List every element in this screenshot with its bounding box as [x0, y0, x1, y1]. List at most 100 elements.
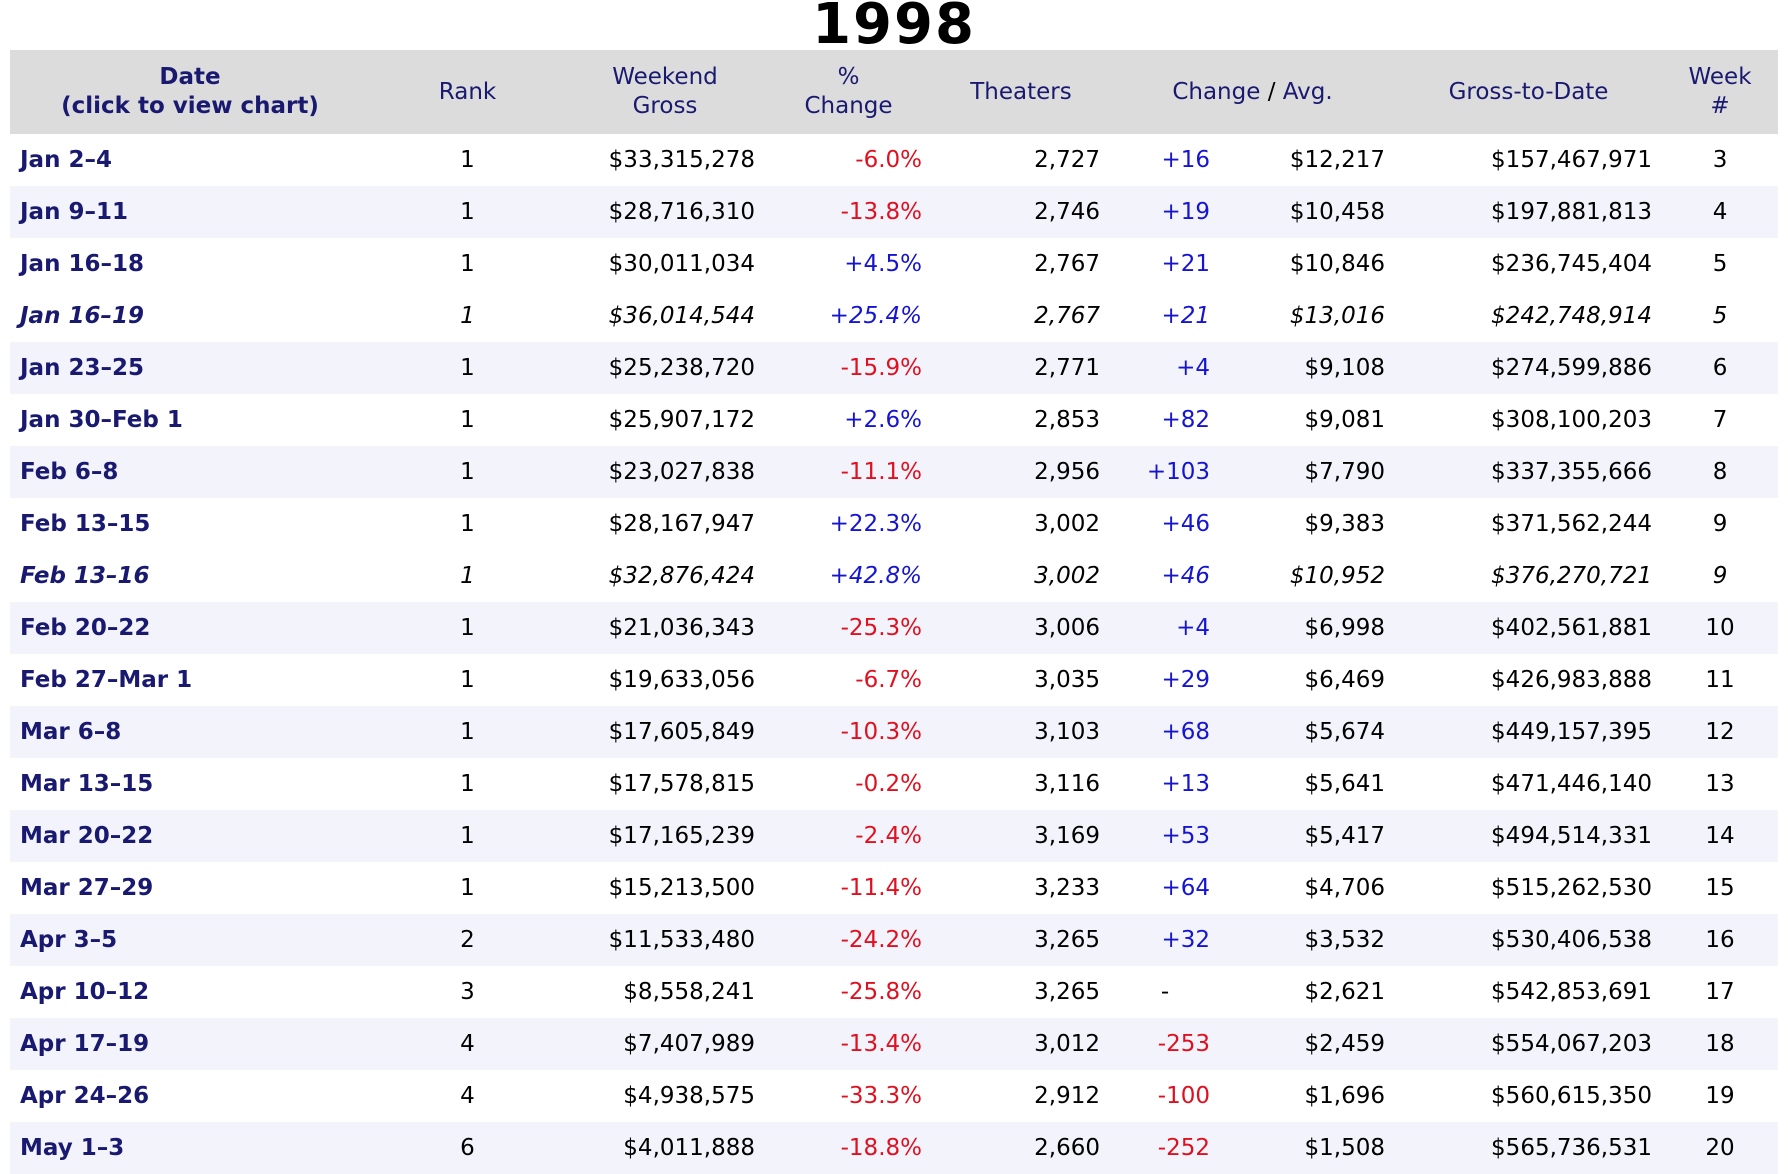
pct-change-cell: -18.8%	[840, 1135, 922, 1161]
pct-change-cell: -2.4%	[855, 823, 922, 849]
theater-change-cell: +19	[1161, 199, 1210, 225]
gross-to-date-cell: $376,270,721	[1491, 563, 1653, 589]
avg-cell: $5,674	[1304, 719, 1386, 745]
rank-cell: 6	[460, 1135, 475, 1161]
table-row: Feb 6–8 1 $23,027,838 -11.1% 2,956 +103 $7,790…	[10, 446, 1779, 498]
theaters-cell: 2,912	[1034, 1083, 1100, 1109]
pct-change-cell: +42.8%	[829, 563, 922, 589]
weekend-gross-cell: $36,014,544	[608, 303, 755, 329]
table-row: Mar 20–22 1 $17,165,239 -2.4% 3,169 +53 $5,417…	[10, 810, 1779, 862]
date-link[interactable]: Jan 9–11	[20, 199, 128, 225]
week-number-cell: 7	[1712, 407, 1728, 433]
table-row: Jan 16–19 1 $36,014,544 +25.4% 2,767 +21 $13,0…	[10, 290, 1778, 342]
date-link[interactable]: Feb 6–8	[20, 459, 119, 485]
pct-change-cell: -11.1%	[840, 459, 922, 485]
weekend-gross-cell: $28,167,947	[608, 511, 755, 537]
theater-change-cell: +53	[1161, 823, 1210, 849]
theaters-cell: 3,169	[1034, 823, 1100, 849]
date-link[interactable]: Jan 16–18	[20, 251, 144, 277]
date-cell: Jan 30–Feb 1	[10, 394, 370, 446]
header-row: Date (click to view chart) Rank Weekend …	[10, 50, 1779, 134]
avg-cell: $9,383	[1304, 511, 1386, 537]
theater-change-cell: -253	[1157, 1031, 1210, 1057]
gross-to-date-cell: $449,157,395	[1491, 719, 1653, 745]
date-link[interactable]: Feb 13–16	[20, 563, 150, 589]
theaters-cell: 3,233	[1034, 875, 1100, 901]
rank-cell: 1	[460, 667, 475, 693]
pct-change-cell: -33.3%	[840, 1083, 922, 1109]
weekend-gross-cell: $25,238,720	[608, 355, 755, 381]
theater-change-cell: +13	[1161, 771, 1210, 797]
col-header-pct-change: % Change	[765, 50, 932, 134]
date-link[interactable]: Mar 27–29	[20, 875, 154, 901]
week-number-cell: 5	[1712, 303, 1728, 329]
rank-cell: 2	[460, 927, 475, 953]
date-link[interactable]: Mar 13–15	[20, 771, 154, 797]
theater-change-cell: +46	[1161, 511, 1210, 537]
pct-change-cell: -11.4%	[840, 875, 922, 901]
theater-change-cell: +46	[1161, 563, 1210, 589]
date-link[interactable]: Jan 23–25	[20, 355, 144, 381]
pct-change-cell: -25.3%	[840, 615, 922, 641]
date-link[interactable]: Jan 30–Feb 1	[20, 407, 183, 433]
week-number-cell: 18	[1705, 1031, 1735, 1057]
avg-cell: $5,641	[1304, 771, 1386, 797]
rank-cell: 1	[460, 407, 475, 433]
week-number-cell: 6	[1712, 355, 1728, 381]
date-link[interactable]: Apr 10–12	[20, 979, 150, 1005]
date-link[interactable]: Jan 2–4	[20, 147, 112, 173]
gross-to-date-cell: $337,355,666	[1491, 459, 1653, 485]
date-cell: Apr 24–26	[10, 1070, 370, 1122]
table-row: Apr 10–12 3 $8,558,241 -25.8% 3,265 - $2,621 $5…	[10, 966, 1778, 1018]
date-cell: Feb 27–Mar 1	[10, 654, 370, 706]
date-link[interactable]: Apr 17–19	[20, 1031, 150, 1057]
date-cell: Mar 13–15	[10, 758, 370, 810]
theaters-cell: 2,771	[1034, 355, 1100, 381]
date-link[interactable]: Apr 3–5	[20, 927, 118, 953]
date-cell: Apr 10–12	[10, 966, 370, 1018]
date-link[interactable]: Mar 20–22	[20, 823, 154, 849]
table-row: Feb 13–16 1 $32,876,424 +42.8% 3,002 +46 $10,9…	[10, 550, 1778, 602]
table-row: Feb 13–15 1 $28,167,947 +22.3% 3,002 +46 $9,38…	[10, 498, 1778, 550]
weekend-gross-cell: $11,533,480	[608, 927, 755, 953]
rank-cell: 1	[460, 875, 475, 901]
date-link[interactable]: Feb 13–15	[20, 511, 151, 537]
theater-change-cell: +16	[1161, 147, 1210, 173]
date-link[interactable]: Mar 6–8	[20, 719, 122, 745]
weekend-gross-cell: $33,315,278	[608, 147, 755, 173]
gross-to-date-cell: $426,983,888	[1491, 667, 1653, 693]
theater-change-cell: +103	[1146, 459, 1210, 485]
theaters-cell: 2,767	[1034, 251, 1100, 277]
week-number-cell: 13	[1705, 771, 1735, 797]
date-link[interactable]: Apr 24–26	[20, 1083, 150, 1109]
avg-cell: $3,532	[1304, 927, 1386, 953]
table-row: Jan 16–18 1 $30,011,034 +4.5% 2,767 +21 $10,84…	[10, 238, 1778, 290]
rank-cell: 1	[460, 147, 475, 173]
date-link[interactable]: May 1–3	[20, 1135, 125, 1161]
rank-cell: 1	[460, 511, 475, 537]
avg-cell: $1,508	[1304, 1135, 1386, 1161]
pct-change-cell: +25.4%	[829, 303, 922, 329]
table-row: Apr 24–26 4 $4,938,575 -33.3% 2,912 -100 $1,69…	[10, 1070, 1778, 1122]
gross-to-date-cell: $515,262,530	[1491, 875, 1653, 901]
theaters-cell: 3,265	[1034, 927, 1100, 953]
gross-to-date-cell: $157,467,971	[1491, 147, 1653, 173]
theater-change-cell: +68	[1161, 719, 1210, 745]
weekend-gross-cell: $17,165,239	[608, 823, 755, 849]
week-number-cell: 17	[1705, 979, 1735, 1005]
pct-change-cell: -15.9%	[840, 355, 922, 381]
week-number-cell: 9	[1712, 563, 1728, 589]
theater-change-cell: +64	[1161, 875, 1210, 901]
date-cell: Apr 17–19	[10, 1018, 370, 1070]
theaters-cell: 3,012	[1034, 1031, 1100, 1057]
date-link[interactable]: Feb 27–Mar 1	[20, 667, 193, 693]
date-link[interactable]: Feb 20–22	[20, 615, 151, 641]
rank-cell: 1	[460, 303, 475, 329]
pct-change-cell: -6.7%	[855, 667, 922, 693]
theater-change-cell: +21	[1161, 303, 1210, 329]
date-link[interactable]: Jan 16–19	[20, 303, 144, 329]
theater-change-cell: -252	[1157, 1135, 1210, 1161]
theater-change-cell: +32	[1161, 927, 1210, 953]
theaters-cell: 2,746	[1034, 199, 1100, 225]
theaters-cell: 2,853	[1034, 407, 1100, 433]
